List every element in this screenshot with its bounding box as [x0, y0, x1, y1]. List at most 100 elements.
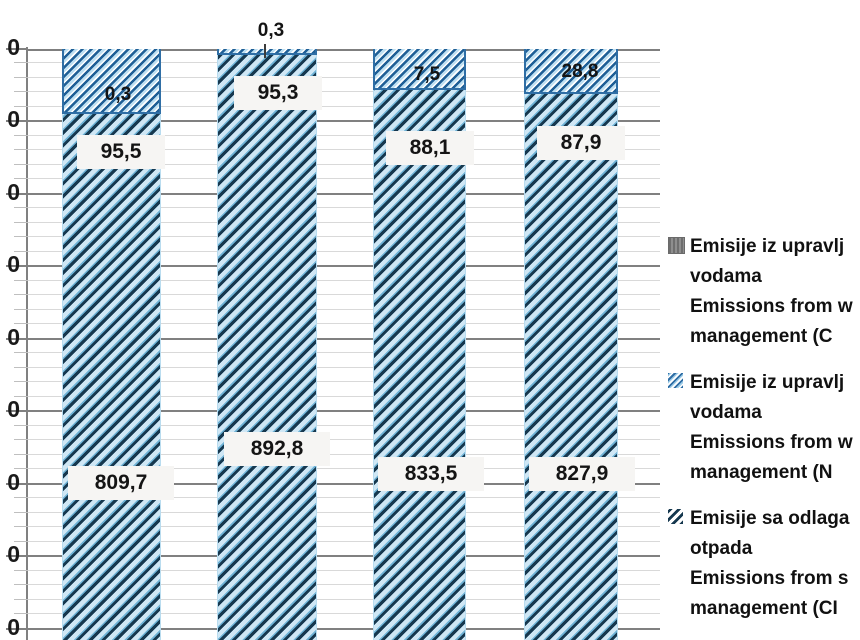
navy-hatch-square-marker-icon — [668, 509, 683, 524]
y-axis-tick-minor — [14, 512, 28, 513]
y-axis-tick-minor — [14, 251, 28, 252]
y-axis-tick-major — [6, 193, 28, 195]
y-axis-tick-minor — [14, 497, 28, 498]
y-axis-tick-minor — [14, 280, 28, 281]
bar-column-2[interactable] — [217, 49, 317, 640]
y-axis-label: 0 — [7, 106, 20, 132]
gridline-minor — [28, 439, 660, 440]
y-axis-tick-minor — [14, 367, 28, 368]
y-axis-tick-minor — [14, 439, 28, 440]
gridline-minor — [28, 352, 660, 353]
gridline-major — [28, 555, 660, 557]
y-axis-tick-major — [6, 555, 28, 557]
gridline-minor — [28, 381, 660, 382]
y-axis-tick-minor — [14, 425, 28, 426]
gridline-major — [28, 193, 660, 195]
y-axis-tick-minor — [14, 149, 28, 150]
bar-segment-solid-waste[interactable] — [373, 90, 466, 640]
legend-line-2: otpada — [690, 538, 753, 559]
y-axis-tick-minor — [14, 91, 28, 92]
gridline-minor — [28, 367, 660, 368]
bar-segment-solid-waste[interactable] — [524, 94, 618, 640]
y-axis-tick-minor — [14, 77, 28, 78]
gridline-minor — [28, 468, 660, 469]
gridline-major — [28, 628, 660, 630]
legend-item-label: Emisije sa odlaga otpada Emissions from … — [690, 504, 860, 624]
y-axis-label: 0 — [7, 469, 20, 495]
legend-line-4: management (N — [690, 462, 833, 483]
gridline-minor — [28, 178, 660, 179]
gray-square-marker-icon — [668, 237, 685, 254]
gridline-minor — [28, 62, 660, 63]
gridline-minor — [28, 323, 660, 324]
legend-line-2: vodama — [690, 402, 762, 423]
y-axis-tick-minor — [14, 570, 28, 571]
bar-segment-solid-waste[interactable] — [217, 55, 317, 640]
gridline-minor — [28, 91, 660, 92]
legend-item-label: Emisije iz upravlj vodama Emissions from… — [690, 368, 860, 488]
data-label-bar1-mid: 95,5 — [77, 135, 165, 169]
legend-line-3: Emissions from w — [690, 296, 853, 317]
gridline-minor — [28, 222, 660, 223]
y-axis-tick-major — [6, 628, 28, 630]
gridline-major — [28, 483, 660, 485]
gridline-minor — [28, 613, 660, 614]
y-axis-label: 0 — [7, 179, 20, 205]
gridline-minor — [28, 425, 660, 426]
y-axis-label: 0 — [7, 541, 20, 567]
legend-line-4: management (C — [690, 326, 833, 347]
y-axis-tick-minor — [14, 396, 28, 397]
bar-column-1[interactable] — [62, 49, 161, 640]
bar-column-3[interactable] — [373, 49, 466, 640]
y-axis-label: 0 — [7, 34, 20, 60]
y-axis-tick-minor — [14, 309, 28, 310]
y-axis-tick-minor — [14, 207, 28, 208]
gridline-minor — [28, 77, 660, 78]
data-label-bar3-mid: 88,1 — [386, 131, 474, 165]
gridline-minor — [28, 570, 660, 571]
bar-segment-wastewater-n2o[interactable] — [373, 49, 466, 90]
chart-legend: Emisije iz upravlj vodama Emissions from… — [668, 232, 860, 640]
data-label-bar4-top: 28,8 — [561, 61, 599, 82]
data-label-bar3-top: 7,5 — [413, 64, 441, 85]
y-axis-tick-minor — [14, 599, 28, 600]
legend-line-3: Emissions from s — [690, 568, 849, 589]
gridline-minor — [28, 207, 660, 208]
y-axis-tick-minor — [14, 62, 28, 63]
legend-line-1: Emisije iz upravlj — [690, 372, 845, 393]
gridline-minor — [28, 584, 660, 585]
gridline-minor — [28, 454, 660, 455]
bar-segment-wastewater-n2o[interactable] — [524, 49, 618, 94]
y-axis-tick-minor — [14, 294, 28, 295]
data-label-bar4-mid: 87,9 — [537, 126, 625, 160]
gridline-minor — [28, 309, 660, 310]
plot-area — [28, 49, 660, 640]
gridline-minor — [28, 599, 660, 600]
y-axis-tick-minor — [14, 352, 28, 353]
bar-segment-wastewater-n2o[interactable] — [217, 49, 317, 55]
data-label-bar3-bottom: 833,5 — [378, 457, 484, 491]
y-axis-tick-minor — [14, 106, 28, 107]
legend-item-label: Emisije iz upravlj vodama Emissions from… — [690, 232, 860, 352]
bar-column-4[interactable] — [524, 49, 618, 640]
legend-line-4: management (CI — [690, 598, 838, 619]
y-axis-tick-minor — [14, 222, 28, 223]
gridline-minor — [28, 251, 660, 252]
bar-segment-solid-waste[interactable] — [62, 114, 161, 640]
gridline-major — [28, 49, 660, 51]
y-axis-tick-major — [6, 265, 28, 267]
y-axis-tick-minor — [14, 135, 28, 136]
gridline-minor — [28, 106, 660, 107]
y-axis-tick-minor — [14, 584, 28, 585]
gridline-major — [28, 338, 660, 340]
y-axis-label: 0 — [7, 396, 20, 422]
y-axis-label: 0 — [7, 251, 20, 277]
data-label-bar2-mid: 95,3 — [234, 76, 322, 110]
y-axis-tick-major — [6, 48, 28, 50]
data-label-bar1-bottom: 809,7 — [68, 466, 174, 500]
data-label-leader-line — [264, 44, 266, 58]
y-axis-tick-major — [6, 410, 28, 412]
bar-segment-wastewater-n2o[interactable] — [62, 49, 161, 114]
legend-line-1: Emisije iz upravlj — [690, 236, 845, 257]
